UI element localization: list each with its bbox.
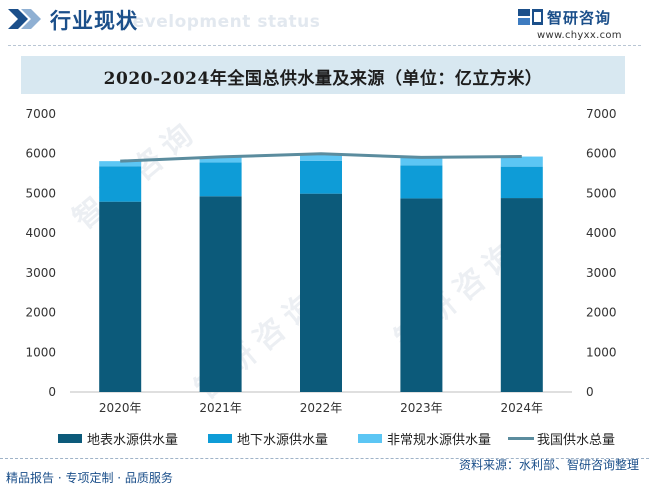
- section-title: 行业现状: [50, 9, 138, 33]
- y-tick-label: 0: [48, 385, 56, 399]
- brand-url: www.chyxx.com: [537, 30, 622, 41]
- brand-name: 智研咨询: [547, 9, 612, 27]
- x-tick-label: 2022年: [300, 401, 343, 415]
- y-tick-label: 6000: [25, 147, 56, 161]
- legend-line-total-supply: [508, 437, 534, 440]
- header: Development status 行业现状 智研咨询 www.chyxx.c…: [0, 0, 649, 46]
- bar-segment-3: [99, 161, 142, 167]
- y2-tick-label: 7000: [586, 107, 617, 121]
- y-tick-label: 4000: [25, 226, 56, 240]
- bar-segment-3: [500, 156, 543, 167]
- bar-segment-3: [199, 156, 242, 163]
- brand: 智研咨询 www.chyxx.com: [517, 4, 637, 44]
- y2-tick-label: 0: [586, 385, 594, 399]
- bar-segment-1: [400, 198, 443, 392]
- legend-label: 地表水源供水量: [87, 433, 179, 448]
- legend-swatch-unconventional-water: [358, 434, 382, 443]
- footer-divider: [0, 458, 649, 459]
- bar-segment-1: [99, 201, 142, 392]
- y-tick-label: 5000: [25, 186, 56, 200]
- y2-tick-label: 6000: [586, 147, 617, 161]
- brand-logo-icon: [518, 9, 543, 25]
- bar-segment-2: [300, 160, 342, 194]
- y2-tick-label: 3000: [586, 266, 617, 280]
- chart-plot: 0 0 1000 1000 2000 2000 3000 3000 4000 4000 5000 50…: [25, 107, 617, 415]
- y-tick-label: 3000: [25, 266, 56, 280]
- y2-tick-label: 5000: [586, 186, 617, 200]
- bar-segment-2: [500, 166, 543, 199]
- y2-tick-label: 4000: [586, 226, 617, 240]
- bar-segment-3: [400, 156, 443, 166]
- section-subtitle-ghost: Development status: [118, 12, 321, 32]
- x-tick-label: 2021年: [199, 401, 242, 415]
- y2-tick-label: 1000: [586, 345, 617, 359]
- section-arrow-icon: [8, 9, 41, 29]
- footer-source: 资料来源：水利部、智研咨询整理: [458, 458, 639, 472]
- legend-label: 非常规水源供水量: [387, 433, 492, 448]
- bar-segment-3: [300, 153, 342, 161]
- bar-segment-1: [500, 198, 543, 392]
- bar-segment-2: [199, 162, 242, 197]
- legend-label: 我国供水总量: [537, 433, 616, 448]
- x-tick-label: 2023年: [400, 401, 443, 415]
- chart-title: 2020-2024年全国总供水量及来源（单位：亿立方米）: [103, 69, 543, 89]
- y-tick-label: 1000: [25, 345, 56, 359]
- legend-label: 地下水源供水量: [237, 433, 329, 448]
- footer-slogan: 精品报告 · 专项定制 · 品质服务: [6, 471, 173, 485]
- header-divider: [8, 45, 641, 46]
- x-tick-label: 2024年: [501, 401, 544, 415]
- bar-segment-2: [99, 166, 142, 202]
- legend-swatch-groundwater: [208, 434, 232, 443]
- x-tick-label: 2020年: [99, 401, 142, 415]
- chart-title-band: 2020-2024年全国总供水量及来源（单位：亿立方米）: [21, 56, 625, 94]
- bar-segment-2: [400, 165, 443, 199]
- bar-segment-1: [300, 193, 342, 392]
- y-tick-label: 7000: [25, 107, 56, 121]
- y2-tick-label: 2000: [586, 306, 617, 320]
- y-tick-label: 2000: [25, 306, 56, 320]
- legend-swatch-surface-water: [58, 434, 82, 443]
- bar-segment-1: [199, 196, 242, 392]
